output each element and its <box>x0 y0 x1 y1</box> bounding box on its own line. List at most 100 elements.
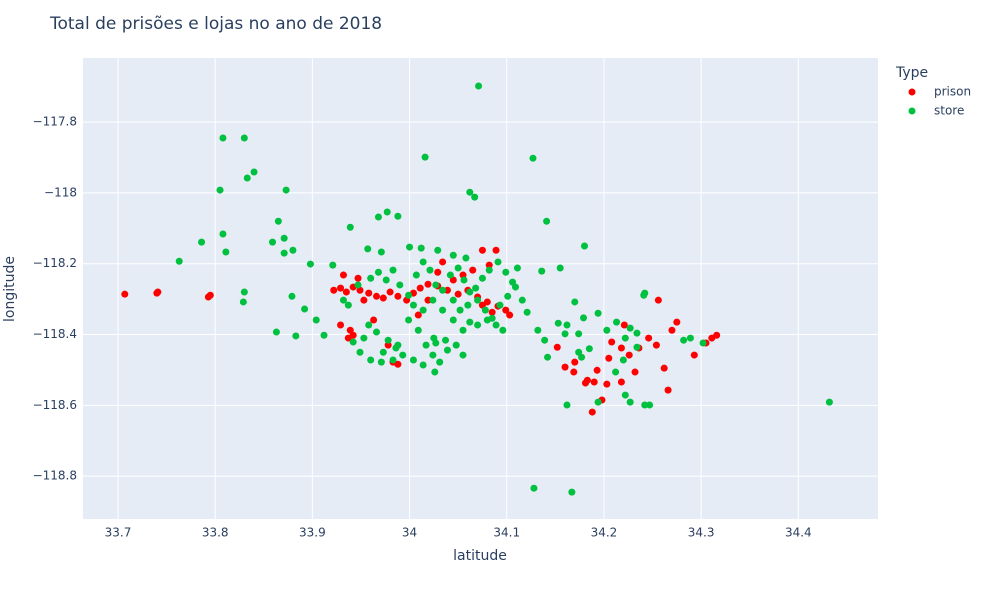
point <box>416 284 424 292</box>
point <box>412 271 420 279</box>
point <box>588 408 596 416</box>
point <box>360 334 368 342</box>
point <box>272 328 280 336</box>
point <box>419 361 427 369</box>
y-tick-label: −118.8 <box>33 469 77 483</box>
point <box>344 334 352 342</box>
point <box>449 251 457 259</box>
point <box>617 378 625 386</box>
point <box>394 292 402 300</box>
point <box>219 230 227 238</box>
point <box>466 288 474 296</box>
point <box>541 336 549 344</box>
point <box>485 266 493 274</box>
point <box>364 245 372 253</box>
point <box>594 398 602 406</box>
point <box>580 242 588 250</box>
point <box>478 246 486 254</box>
point <box>619 356 627 364</box>
point <box>469 266 477 274</box>
point <box>406 243 414 251</box>
point <box>414 326 422 334</box>
point <box>509 278 517 286</box>
point <box>288 292 296 300</box>
point <box>360 296 368 304</box>
point <box>154 288 162 296</box>
point <box>198 238 206 246</box>
point <box>424 280 432 288</box>
point <box>379 348 387 356</box>
point <box>664 386 672 394</box>
point <box>631 368 639 376</box>
point <box>585 345 593 353</box>
point <box>434 246 442 254</box>
point <box>269 238 277 246</box>
x-tick-label: 34.2 <box>591 526 618 540</box>
point <box>523 308 531 316</box>
point <box>581 379 589 387</box>
point <box>394 360 402 368</box>
point <box>578 353 586 361</box>
point <box>356 286 364 294</box>
point <box>641 289 649 297</box>
point <box>633 329 641 337</box>
point <box>349 338 357 346</box>
point <box>429 296 437 304</box>
y-tick-label: −118.2 <box>33 256 77 270</box>
point <box>561 363 569 371</box>
point <box>478 274 486 282</box>
point <box>365 321 373 329</box>
point <box>377 358 385 366</box>
point <box>621 334 629 342</box>
point <box>367 274 375 282</box>
point <box>462 254 470 262</box>
point <box>121 290 129 298</box>
point <box>382 276 390 284</box>
point <box>825 398 833 406</box>
point <box>394 341 402 349</box>
point <box>568 488 576 496</box>
x-tick-label: 33.9 <box>299 526 326 540</box>
point <box>374 213 382 221</box>
point <box>603 380 611 388</box>
point <box>377 248 385 256</box>
point <box>652 341 660 349</box>
point <box>506 311 514 319</box>
point <box>553 343 561 351</box>
point <box>239 298 247 306</box>
point <box>556 264 564 272</box>
point <box>240 288 248 296</box>
point <box>396 281 404 289</box>
point <box>409 356 417 364</box>
y-tick-label: −117.8 <box>33 115 77 129</box>
point <box>570 368 578 376</box>
point <box>405 316 413 324</box>
point <box>633 343 641 351</box>
point <box>454 290 462 298</box>
point <box>419 306 427 314</box>
point <box>617 344 625 352</box>
point <box>439 306 447 314</box>
point <box>389 356 397 364</box>
point <box>646 401 654 409</box>
x-tick-label: 34.1 <box>493 526 520 540</box>
point <box>424 296 432 304</box>
point <box>474 296 482 304</box>
point <box>443 346 451 354</box>
point <box>621 391 629 399</box>
point <box>301 305 309 313</box>
point <box>429 351 437 359</box>
point <box>434 268 442 276</box>
point <box>354 274 362 282</box>
point <box>645 334 653 342</box>
point <box>571 358 579 366</box>
point <box>513 264 521 272</box>
legend-label: store <box>934 104 964 118</box>
point <box>386 288 394 296</box>
point <box>373 292 381 300</box>
point <box>690 351 698 359</box>
x-tick-label: 33.7 <box>105 526 132 540</box>
point <box>344 301 352 309</box>
point <box>481 306 489 314</box>
